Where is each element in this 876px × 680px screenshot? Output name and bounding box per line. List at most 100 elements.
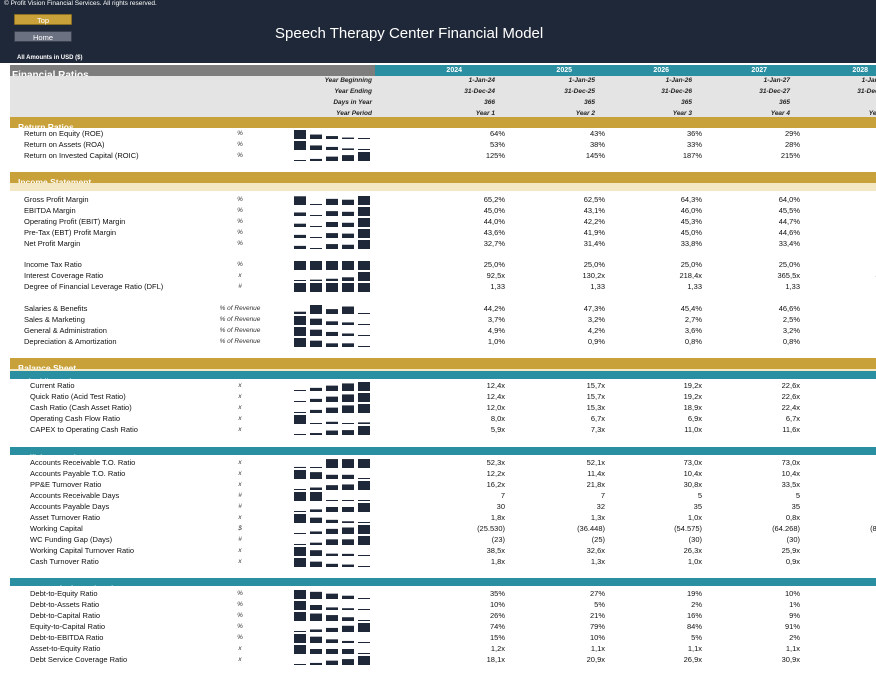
ratio-value: 17,6x [828,424,876,435]
top-button[interactable]: Top [14,14,72,25]
ratio-unit: % of Revenue [219,305,261,312]
section-title: Income Statement [18,177,92,187]
sparkline-chart [294,338,370,347]
sparkline-bar [358,149,370,150]
sparkline-chart [294,382,370,391]
sparkline-bar [358,500,370,501]
sparkline-bar [358,422,370,424]
sparkline-bar [342,394,354,402]
ratio-unit: x [238,393,242,400]
ratio-label: Working Capital Turnover Ratio [30,546,135,555]
ratio-label: WC Funding Gap (Days) [30,535,113,544]
ratio-value: 21,8x [586,480,605,489]
sparkline-bar [342,625,354,632]
ratio-value: 1,0x [687,557,702,566]
ratio-value: 20,9x [586,655,605,664]
sparkline-bar [310,613,322,621]
ratio-unit: x [238,404,242,411]
sparkline-bar [342,211,354,216]
section-spacer [10,369,876,372]
ratio-value: 27% [828,128,876,139]
sparkline-bar [310,226,322,227]
ratio-unit: x [238,645,242,652]
sparkline-bar [326,198,338,205]
ratio-unit: % [237,218,243,225]
sparkline-bar [358,656,370,665]
period-value: 1-Jan-25 [568,77,595,84]
ratio-value: 30,9x [781,655,800,664]
ratio-row: Accounts Payable T.O. Ratio x 12,2x 11,4x 10… [10,468,876,479]
sparkline-chart [294,283,370,292]
sparkline-bar [326,396,338,402]
ratio-value: 64% [489,129,505,138]
sparkline-bar [326,539,338,545]
ratio-value: 33,5x [781,480,800,489]
sparkline-bar [310,561,322,567]
ratio-value: 5% [594,600,605,609]
sparkline-bar [294,601,306,610]
ratio-value: (30) [786,535,800,544]
ratio-row: Income Tax Ratio% 25,0% 25,0% 25,0% 25,0% 25,… [10,259,876,270]
ratio-unit: x [238,272,242,279]
ratio-label: Depreciation & Amortization [24,337,117,346]
period-value: 1-Jan-26 [665,77,692,84]
ratio-value: 6,9x [687,414,702,423]
sparkline-bar [310,591,322,599]
ratio-value: 73,0x [683,458,702,467]
sparkline-bar [326,421,338,424]
ratio-value: 12,2x [486,469,505,478]
sparkline-bar [358,218,370,227]
sparkline-chart [294,305,370,314]
ratio-unit: x [238,382,242,389]
ratio-row: General & Administration % of Revenue 4,9%… [10,325,876,336]
home-button[interactable]: Home [14,31,72,42]
ratio-value: 16% [686,611,702,620]
sparkline-bar [342,608,354,610]
ratio-value: 4,9% [487,326,505,335]
ratio-label: Accounts Payable Days [30,502,110,511]
ratio-value: (25.530) [477,524,505,533]
sparkline-bar [342,199,354,205]
sparkline-bar [326,500,338,501]
ratio-value: 1,3x [590,557,605,566]
sparkline-bar [310,636,322,643]
ratio-row: PP&E Turnover Ratio x 16,2x 21,8x 30,8x 33,5x… [10,479,876,490]
ratio-value: 73,0x [781,458,800,467]
ratio-value: 215% [780,151,800,160]
sparkline-bar [294,489,306,490]
sparkline-bar [342,595,354,599]
ratio-unit: $ [238,525,242,532]
ratio-value: 1,1x [687,644,702,653]
ratio-value: 19,2x [683,381,702,390]
ratio-value: 3,6% [684,326,702,335]
ratio-value: 9,2x [828,468,876,479]
ratio-row: Salaries & Benefits % of Revenue 44,2% 47,3… [10,303,876,314]
ratio-unit: % [237,196,243,203]
ratio-unit: % [237,590,243,597]
ratio-value: 7 [600,491,605,500]
subsection-title: Efficiency Ratios [24,453,85,462]
section-header-balance: Balance Sheet [10,358,876,373]
sparkline-bar [326,459,338,468]
ratio-value: 1,1x [590,644,605,653]
ratio-value: 0,8% [782,337,800,346]
sparkline-bar [358,313,370,314]
sparkline-bar [310,279,322,281]
ratio-value: 12,4x [486,381,505,390]
ratio-row: Cash Turnover Ratio x 1,8x 1,3x 1,0x 0,9x 0,7x [10,556,876,567]
sparkline-bar [358,324,370,325]
ratio-value: 5 [697,491,702,500]
ratio-value: 26,3x [683,546,702,555]
sparkline-bar [294,245,306,249]
ratio-value: 16,2x [486,480,505,489]
ratio-value: 35% [489,589,505,598]
sparkline-bar [294,466,306,468]
ratio-value: 43,6% [828,303,876,314]
ratio-label: Operating Profit (EBIT) Margin [24,217,126,226]
ratio-value: 47,3% [583,304,605,313]
year-header-band: 2024 2025 2026 2027 2028 [375,65,876,76]
sparkline-bar [358,653,370,654]
ratio-value: 18,9x [683,403,702,412]
period-value: Year 5 [868,110,876,117]
ratio-unit: # [238,492,242,499]
